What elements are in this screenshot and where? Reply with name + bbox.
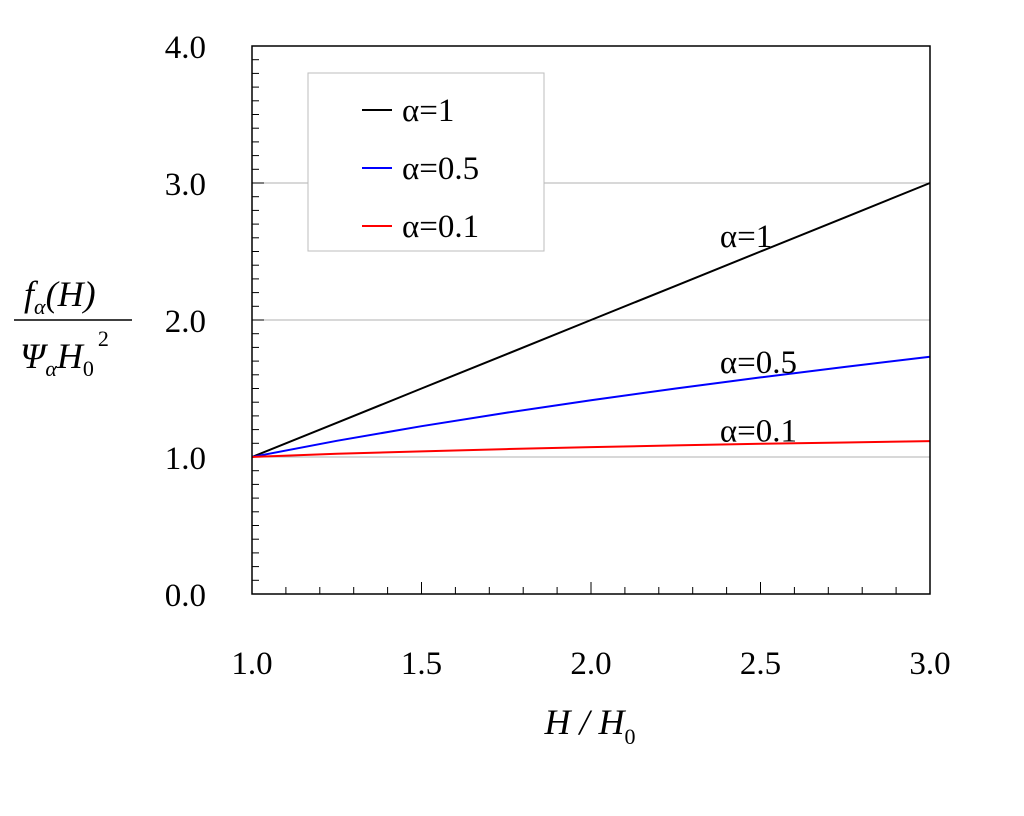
series-line-2 <box>251 440 931 458</box>
x-axis-title-main: H <box>543 702 572 742</box>
y-tick-labels: 0.0 1.0 2.0 3.0 4.0 <box>165 30 206 614</box>
y-axis-title-num-sub: α <box>34 294 46 319</box>
series-lines <box>251 182 931 458</box>
x-tick-label-2: 2.0 <box>570 646 611 682</box>
x-tick-label-4: 3.0 <box>909 646 950 682</box>
series-line-0 <box>251 182 931 458</box>
x-tick-labels: 1.0 1.5 2.0 2.5 3.0 <box>231 646 950 682</box>
x-tick-label-1: 1.5 <box>401 646 442 682</box>
y-tick-label-0: 0.0 <box>165 578 206 614</box>
plot-area-frame <box>251 45 931 595</box>
legend-label-0: α=1 <box>402 93 454 129</box>
curve-label-1: α=0.5 <box>720 345 797 381</box>
legend: α=1 α=0.5 α=0.1 <box>307 72 545 252</box>
y-axis-title-den-h: H <box>56 336 85 376</box>
y-tick-label-4: 4.0 <box>165 30 206 66</box>
legend-label-2: α=0.1 <box>402 209 479 245</box>
y-axis-title-den-psi: Ψ <box>20 336 49 376</box>
legend-box <box>307 72 545 252</box>
x-axis-title-sep: / <box>570 702 598 742</box>
legend-label-1: α=0.5 <box>402 151 479 187</box>
x-axis-title-denom: H <box>598 702 627 742</box>
y-tick-label-3: 3.0 <box>165 167 206 203</box>
svg-text:ΨαH02: ΨαH02 <box>20 326 109 381</box>
y-axis-title-num-arg: (H) <box>46 274 96 314</box>
y-axis-title-den-h-sub: 0 <box>83 356 94 381</box>
x-axis-title: H / H0 <box>543 702 635 749</box>
x-tick-label-3: 2.5 <box>740 646 781 682</box>
x-axis-title-denom-sub: 0 <box>625 724 636 749</box>
curve-label-2: α=0.1 <box>720 414 797 450</box>
y-tick-label-2: 2.0 <box>165 304 206 340</box>
y-tick-label-1: 1.0 <box>165 441 206 477</box>
x-tick-label-0: 1.0 <box>231 646 272 682</box>
y-axis-title-den-sup: 2 <box>98 326 109 351</box>
series-line-1 <box>251 355 931 458</box>
curve-label-0: α=1 <box>720 219 772 255</box>
y-axis-title: fα(H) ΨαH02 <box>14 274 132 381</box>
curve-labels: α=1 α=0.5 α=0.1 <box>720 219 797 450</box>
svg-text:fα(H): fα(H) <box>24 274 96 319</box>
y-axis-title-den-sub: α <box>45 356 57 381</box>
minor-ticks <box>252 59 897 594</box>
